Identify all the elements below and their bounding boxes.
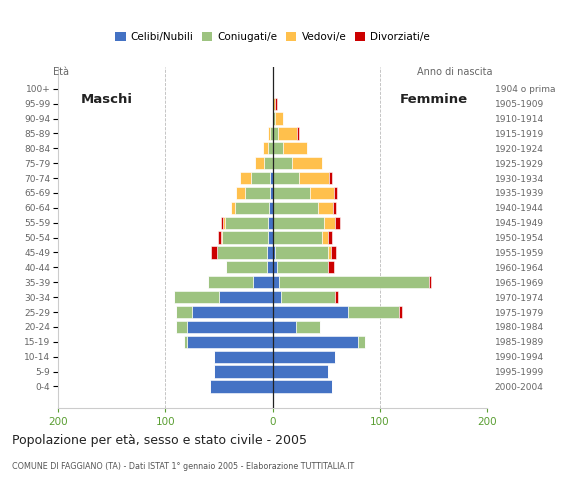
Bar	[399, 306, 403, 318]
Bar	[278, 127, 298, 140]
Bar	[322, 231, 328, 244]
Bar	[208, 276, 253, 288]
Text: Popolazione per età, sesso e stato civile - 2005: Popolazione per età, sesso e stato civil…	[12, 434, 307, 447]
Bar	[284, 142, 307, 155]
Bar	[176, 306, 192, 318]
Bar	[176, 321, 187, 333]
Bar	[310, 187, 333, 199]
Bar	[264, 157, 273, 169]
Bar	[221, 231, 222, 244]
Bar	[298, 127, 299, 140]
Bar	[273, 321, 296, 333]
Bar	[235, 202, 269, 214]
Bar	[273, 350, 335, 363]
Text: Maschi: Maschi	[80, 93, 132, 106]
Bar	[348, 306, 399, 318]
Bar	[187, 336, 273, 348]
Bar	[267, 246, 273, 259]
Text: COMUNE DI FAGGIANO (TA) - Dati ISTAT 1° gennaio 2005 - Elaborazione TUTTITALIA.I: COMUNE DI FAGGIANO (TA) - Dati ISTAT 1° …	[12, 462, 354, 471]
Bar	[253, 276, 273, 288]
Bar	[273, 261, 277, 274]
Bar	[223, 216, 226, 229]
Bar	[174, 291, 219, 303]
Bar	[324, 216, 335, 229]
Text: Femmine: Femmine	[400, 93, 467, 106]
Bar	[221, 216, 223, 229]
Bar	[328, 261, 334, 274]
Bar	[273, 127, 278, 140]
Bar	[318, 202, 333, 214]
Bar	[273, 172, 299, 184]
Bar	[273, 112, 275, 125]
Bar	[270, 172, 273, 184]
Bar	[273, 276, 279, 288]
Bar	[187, 321, 273, 333]
Bar	[292, 157, 322, 169]
Text: Età: Età	[53, 67, 68, 77]
Bar	[219, 291, 273, 303]
Bar	[269, 127, 270, 140]
Bar	[275, 97, 277, 110]
Bar	[269, 216, 273, 229]
Bar	[269, 231, 273, 244]
Bar	[335, 291, 338, 303]
Text: Anno di nascita: Anno di nascita	[417, 67, 492, 77]
Bar	[273, 306, 348, 318]
Bar	[358, 336, 365, 348]
Bar	[270, 187, 273, 199]
Bar	[335, 216, 340, 229]
Legend: Celibi/Nubili, Coniugati/e, Vedovi/e, Divorziati/e: Celibi/Nubili, Coniugati/e, Vedovi/e, Di…	[111, 28, 434, 47]
Bar	[328, 231, 332, 244]
Bar	[211, 380, 273, 393]
Bar	[241, 172, 251, 184]
Bar	[275, 246, 328, 259]
Bar	[245, 187, 270, 199]
Bar	[273, 231, 322, 244]
Bar	[270, 127, 273, 140]
Bar	[269, 202, 273, 214]
Bar	[273, 246, 275, 259]
Bar	[273, 202, 318, 214]
Bar	[273, 97, 275, 110]
Bar	[273, 187, 310, 199]
Bar	[273, 142, 284, 155]
Bar	[273, 216, 324, 229]
Bar	[273, 291, 281, 303]
Bar	[333, 202, 336, 214]
Bar	[222, 231, 269, 244]
Bar	[192, 306, 273, 318]
Bar	[213, 365, 273, 378]
Bar	[213, 350, 273, 363]
Bar	[279, 276, 429, 288]
Bar	[273, 380, 332, 393]
Bar	[277, 261, 328, 274]
Bar	[275, 112, 284, 125]
Bar	[236, 187, 245, 199]
Bar	[255, 157, 264, 169]
Bar	[183, 336, 187, 348]
Bar	[281, 291, 335, 303]
Bar	[273, 336, 358, 348]
Bar	[212, 246, 217, 259]
Bar	[329, 172, 332, 184]
Bar	[334, 187, 337, 199]
Bar	[273, 365, 328, 378]
Bar	[331, 246, 336, 259]
Bar	[231, 202, 235, 214]
Bar	[226, 261, 267, 274]
Bar	[218, 231, 221, 244]
Bar	[299, 172, 329, 184]
Bar	[328, 246, 331, 259]
Bar	[296, 321, 320, 333]
Bar	[429, 276, 432, 288]
Bar	[273, 157, 292, 169]
Bar	[251, 172, 270, 184]
Bar	[226, 216, 269, 229]
Bar	[263, 142, 269, 155]
Bar	[217, 246, 267, 259]
Bar	[267, 261, 273, 274]
Bar	[269, 142, 273, 155]
